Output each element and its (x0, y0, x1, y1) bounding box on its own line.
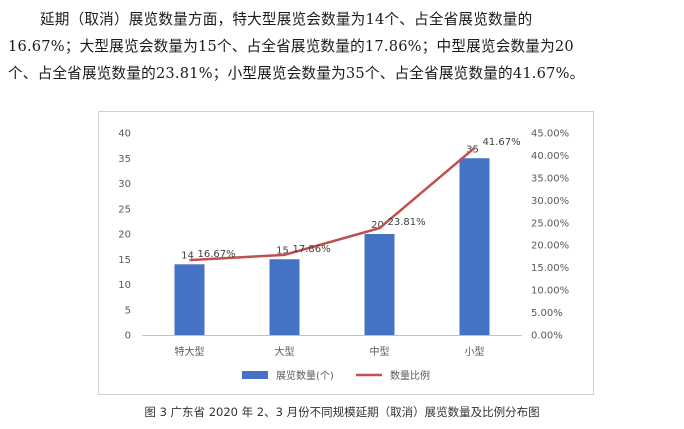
line-value-label: 41.67% (483, 137, 521, 148)
paragraph-line-1: 延期（取消）展览数量方面，特大型展览会数量为14个、占全省展览数量的 (40, 11, 533, 28)
left-axis-tick-label: 10 (118, 280, 131, 291)
figure-caption: 图 3 广东省 2020 年 2、3 月份不同规模延期（取消）展览数量及比例分布… (144, 405, 540, 419)
bar (174, 264, 205, 335)
chart-frame (98, 111, 594, 395)
line-value-label: 23.81% (388, 217, 426, 228)
right-axis-tick-label: 25.00% (531, 218, 569, 229)
right-axis-tick-label: 35.00% (531, 173, 569, 184)
left-axis-tick-label: 15 (118, 255, 131, 266)
bar (459, 158, 490, 335)
right-axis-tick-label: 0.00% (531, 331, 563, 342)
left-axis-tick-label: 0 (125, 331, 131, 342)
category-label: 中型 (370, 345, 390, 358)
line-value-label: 17.86% (293, 244, 331, 255)
left-axis-tick-label: 40 (118, 129, 131, 140)
bar-value-label: 20 (371, 220, 384, 231)
right-axis-tick-label: 20.00% (531, 241, 569, 252)
right-axis-tick-label: 30.00% (531, 196, 569, 207)
bar (269, 259, 300, 335)
left-axis-tick-label: 35 (118, 154, 131, 165)
right-axis-tick-label: 40.00% (531, 151, 569, 162)
paragraph-line-2: 16.67%；大型展览会数量为15个、占全省展览数量的17.86%；中型展览会数… (8, 38, 574, 55)
legend-swatch-bars (242, 371, 268, 379)
category-label: 小型 (465, 345, 485, 358)
legend-label-line: 数量比例 (390, 369, 430, 382)
ratio-line (189, 146, 476, 262)
left-axis-tick-label: 25 (118, 204, 131, 215)
right-axis-tick-label: 5.00% (531, 308, 563, 319)
bar-value-label: 15 (276, 245, 289, 256)
right-axis-tick-label: 10.00% (531, 286, 569, 297)
right-axis-tick-label: 15.00% (531, 263, 569, 274)
right-axis-tick-label: 45.00% (531, 129, 569, 140)
left-axis-tick-label: 30 (118, 179, 131, 190)
bar-value-label: 14 (181, 250, 194, 261)
category-label: 大型 (275, 345, 295, 358)
category-label: 特大型 (175, 345, 205, 358)
paragraph-line-3: 个、占全省展览数量的23.81%；小型展览会数量为35个、占全省展览数量的41.… (8, 65, 585, 82)
bar (364, 234, 395, 335)
legend-label-bars: 展览数量(个) (276, 369, 334, 382)
left-axis-tick-label: 20 (118, 230, 131, 241)
description-paragraph: 延期（取消）展览数量方面，特大型展览会数量为14个、占全省展览数量的 16.67… (8, 6, 678, 87)
left-axis-tick-label: 5 (125, 305, 131, 316)
line-value-label: 16.67% (198, 249, 236, 260)
